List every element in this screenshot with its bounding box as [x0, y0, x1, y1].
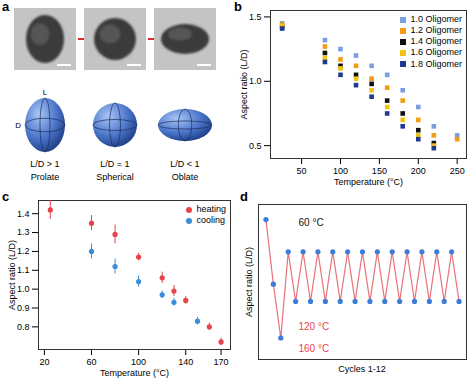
svg-text:1.4: 1.4	[17, 209, 30, 219]
html-text:Cycles 1-12: Cycles 1-12	[338, 364, 386, 374]
svg-text:Oblate: Oblate	[172, 172, 199, 182]
svg-text:1.0: 1.0	[249, 76, 262, 86]
svg-text:100: 100	[333, 166, 348, 176]
svg-text:50: 50	[297, 166, 307, 176]
svg-text:Prolate: Prolate	[31, 172, 60, 182]
svg-text:200: 200	[411, 166, 426, 176]
svg-text:140: 140	[178, 357, 193, 367]
html-text:cooling: cooling	[196, 215, 225, 226]
svg-text:Spherical: Spherical	[96, 172, 134, 182]
svg-text:Aspect ratio (L/D): Aspect ratio (L/D)	[239, 49, 249, 119]
svg-text:20: 20	[39, 357, 49, 367]
svg-text:0.5: 0.5	[249, 141, 262, 151]
html-text:c: c	[2, 189, 10, 204]
svg-text:Aspect ratio (L/D): Aspect ratio (L/D)	[7, 240, 17, 310]
svg-text:Temperature (°C): Temperature (°C)	[334, 177, 403, 187]
html-text:1.8 Oligomer: 1.8 Oligomer	[410, 58, 462, 69]
html-text:a: a	[2, 0, 10, 14]
html-text:Aspect ratio (L/D): Aspect ratio (L/D)	[244, 246, 254, 317]
svg-text:1.2: 1.2	[17, 246, 30, 256]
html-text:b: b	[234, 0, 242, 14]
svg-text:160 °C: 160 °C	[299, 343, 330, 354]
svg-text:L/D > 1: L/D > 1	[30, 159, 59, 169]
svg-text:D: D	[15, 121, 21, 130]
svg-text:100: 100	[131, 357, 146, 367]
html-text:1.2 Oligomer: 1.2 Oligomer	[410, 25, 462, 36]
svg-text:150: 150	[372, 166, 387, 176]
svg-text:250: 250	[450, 166, 465, 176]
svg-text:170: 170	[214, 357, 229, 367]
svg-text:Temperature (°C): Temperature (°C)	[100, 368, 169, 378]
svg-text:60: 60	[86, 357, 96, 367]
svg-text:L: L	[43, 88, 48, 97]
svg-text:1.3: 1.3	[17, 227, 30, 237]
svg-text:1.0: 1.0	[17, 284, 30, 294]
html-text:1.0 Oligomer: 1.0 Oligomer	[410, 14, 462, 25]
svg-text:L/D = 1: L/D = 1	[100, 159, 129, 169]
svg-text:60 °C: 60 °C	[299, 217, 324, 228]
svg-text:1.1: 1.1	[17, 265, 30, 275]
svg-text:0.9: 0.9	[17, 303, 30, 313]
svg-text:1.5: 1.5	[249, 12, 262, 22]
html-text:heating: heating	[196, 204, 226, 215]
html-text:d: d	[240, 189, 248, 204]
svg-text:120 °C: 120 °C	[299, 321, 330, 332]
html-text:1.4 Oligomer: 1.4 Oligomer	[410, 36, 462, 47]
svg-text:0.8: 0.8	[17, 322, 30, 332]
svg-text:L/D < 1: L/D < 1	[170, 159, 199, 169]
html-text:1.6 Oligomer: 1.6 Oligomer	[410, 47, 462, 58]
